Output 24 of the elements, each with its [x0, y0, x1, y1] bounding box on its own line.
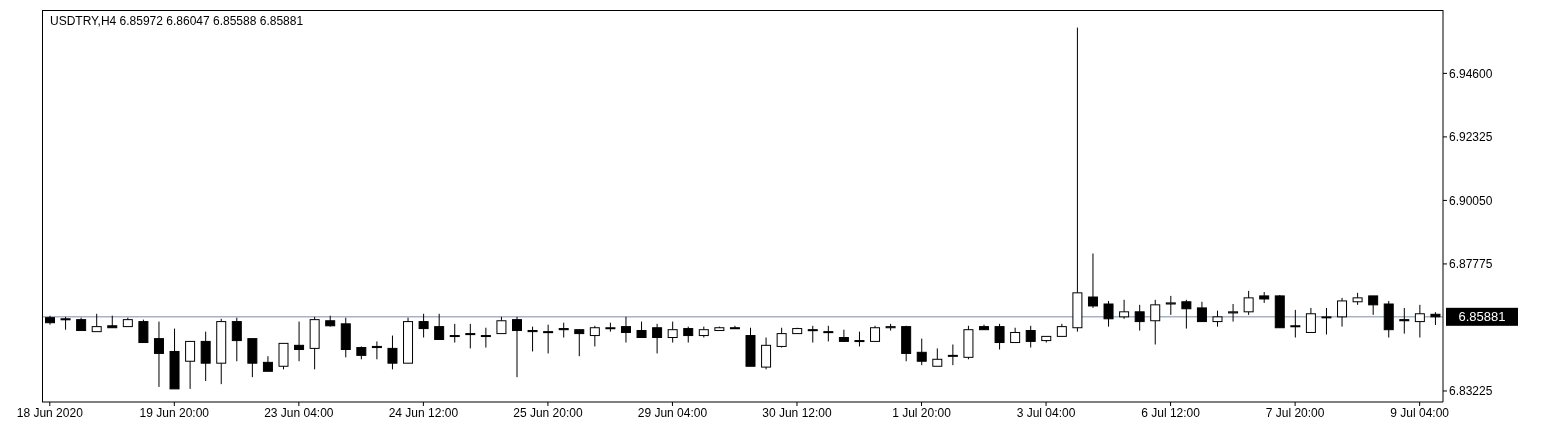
x-tick-label: 30 Jun 12:00	[762, 405, 832, 420]
x-tick-label: 6 Jul 12:00	[1141, 405, 1201, 420]
y-tick-label: 6.87775	[1449, 257, 1493, 272]
candlestick	[1290, 309, 1301, 338]
y-tick-label: 6.90050	[1449, 193, 1493, 208]
y-tick-label: 6.92325	[1449, 130, 1493, 145]
x-tick-label: 7 Jul 20:00	[1265, 405, 1325, 420]
chart-title: USDTRY,H4 6.85972 6.86047 6.85588 6.85881	[50, 14, 304, 28]
x-tick-label: 18 Jun 2020	[16, 405, 84, 420]
x-tick-label: 1 Jul 20:00	[892, 405, 952, 420]
x-tick-label: 19 Jun 20:00	[139, 405, 210, 420]
x-tick-label: 3 Jul 04:00	[1016, 405, 1076, 420]
x-tick-label: 29 Jun 04:00	[637, 405, 708, 420]
candlestick	[947, 344, 958, 366]
y-tick-label: 6.94600	[1449, 66, 1493, 81]
y-tick-label: 6.83225	[1449, 384, 1493, 399]
candlestick	[480, 327, 491, 348]
x-tick-label: 23 Jun 04:00	[264, 405, 334, 420]
x-tick-label: 24 Jun 12:00	[388, 405, 459, 420]
x-tick-label: 25 Jun 20:00	[513, 405, 583, 420]
ref-line-label: 6.85881	[1458, 308, 1506, 324]
x-tick-label: 9 Jul 04:00	[1390, 405, 1450, 420]
candlestick	[1399, 307, 1410, 334]
candlestick	[543, 324, 554, 354]
